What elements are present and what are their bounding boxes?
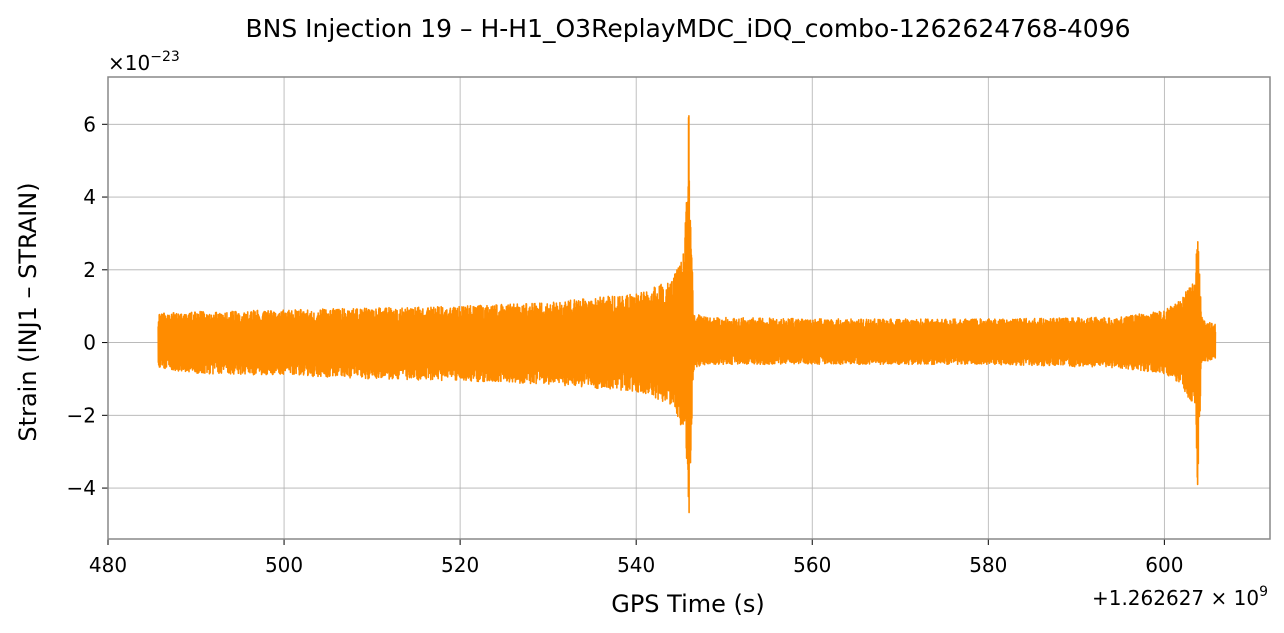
- chart-title: BNS Injection 19 – H-H1_O3ReplayMDC_iDQ_…: [245, 14, 1130, 43]
- y-tick-label: 4: [83, 185, 96, 209]
- svg-text:+1.262627 × 109: +1.262627 × 109: [1092, 584, 1268, 610]
- x-tick-label: 540: [617, 553, 655, 577]
- x-axis-ticks: 480 500 520 540 560 580 600: [89, 539, 1183, 577]
- x-offset-label: +1.262627 × 109: [1092, 584, 1268, 610]
- y-tick-label: 0: [83, 331, 96, 355]
- y-tick-label: −4: [67, 476, 96, 500]
- plot-frame: [107, 76, 1271, 540]
- y-tick-label: 6: [83, 112, 96, 136]
- y-axis-ticks: −4 −2 0 2 4 6: [67, 112, 108, 500]
- plot-area: [157, 115, 1217, 514]
- y-tick-label: 2: [83, 258, 96, 282]
- y-scale-exponent: −23: [150, 49, 180, 65]
- x-tick-label: 500: [265, 553, 303, 577]
- x-offset-text: +1.262627 × 10: [1092, 586, 1259, 610]
- x-offset-exponent: 9: [1259, 584, 1268, 600]
- y-scale-factor: ×10−23: [108, 49, 180, 75]
- x-axis-label: GPS Time (s): [611, 590, 765, 618]
- x-tick-label: 580: [969, 553, 1007, 577]
- x-tick-label: 520: [441, 553, 479, 577]
- y-scale-text: ×10: [108, 51, 150, 75]
- y-tick-label: −2: [67, 403, 96, 427]
- y-axis-label: Strain (INJ1 – STRAIN): [14, 182, 42, 441]
- strain-series-line: [157, 115, 1217, 514]
- svg-text:×10−23: ×10−23: [108, 49, 180, 75]
- x-tick-label: 560: [793, 553, 831, 577]
- x-tick-label: 480: [89, 553, 127, 577]
- x-tick-label: 600: [1145, 553, 1183, 577]
